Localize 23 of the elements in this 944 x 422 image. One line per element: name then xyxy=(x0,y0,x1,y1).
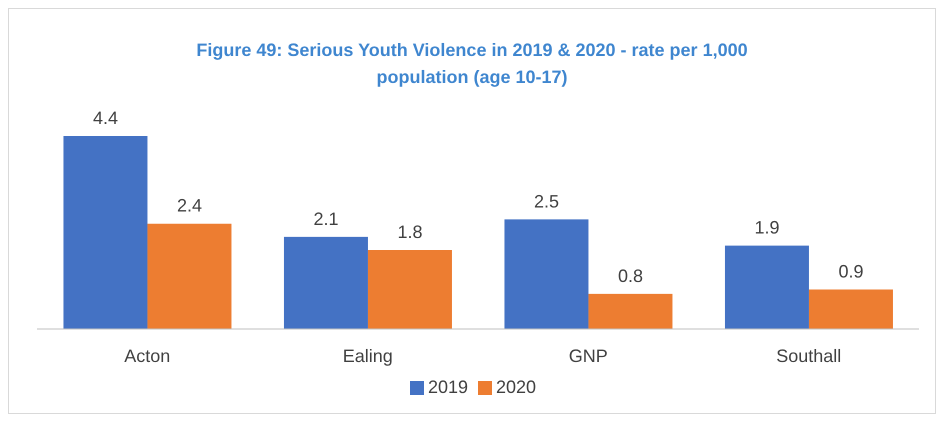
x-tick-label: GNP xyxy=(568,346,608,366)
data-label: 2.5 xyxy=(534,191,559,212)
x-tick-label: Ealing xyxy=(342,346,393,366)
data-label: 4.4 xyxy=(92,108,118,128)
bar xyxy=(808,290,893,329)
chart-title: Figure 49: Serious Youth Violence in 2019 & 2020 - rate per 1,000 population (age 10-17) xyxy=(195,39,749,89)
bar xyxy=(147,224,232,329)
data-label: 1.8 xyxy=(397,222,422,242)
bar xyxy=(63,136,148,329)
x-tick-label: Southall xyxy=(776,346,842,366)
bar xyxy=(724,246,809,329)
bar xyxy=(588,294,672,329)
legend-label: 2020 xyxy=(496,377,536,397)
bar xyxy=(368,250,452,329)
x-tick-label: Acton xyxy=(124,346,170,366)
data-label: 2.4 xyxy=(176,196,202,216)
bar xyxy=(284,236,368,329)
data-label: 0.9 xyxy=(838,262,864,282)
bar xyxy=(504,219,588,329)
data-label: 1.9 xyxy=(754,218,780,238)
data-label: 0.8 xyxy=(618,266,643,286)
data-label: 2.1 xyxy=(313,208,338,229)
legend-label: 2019 xyxy=(428,377,468,397)
